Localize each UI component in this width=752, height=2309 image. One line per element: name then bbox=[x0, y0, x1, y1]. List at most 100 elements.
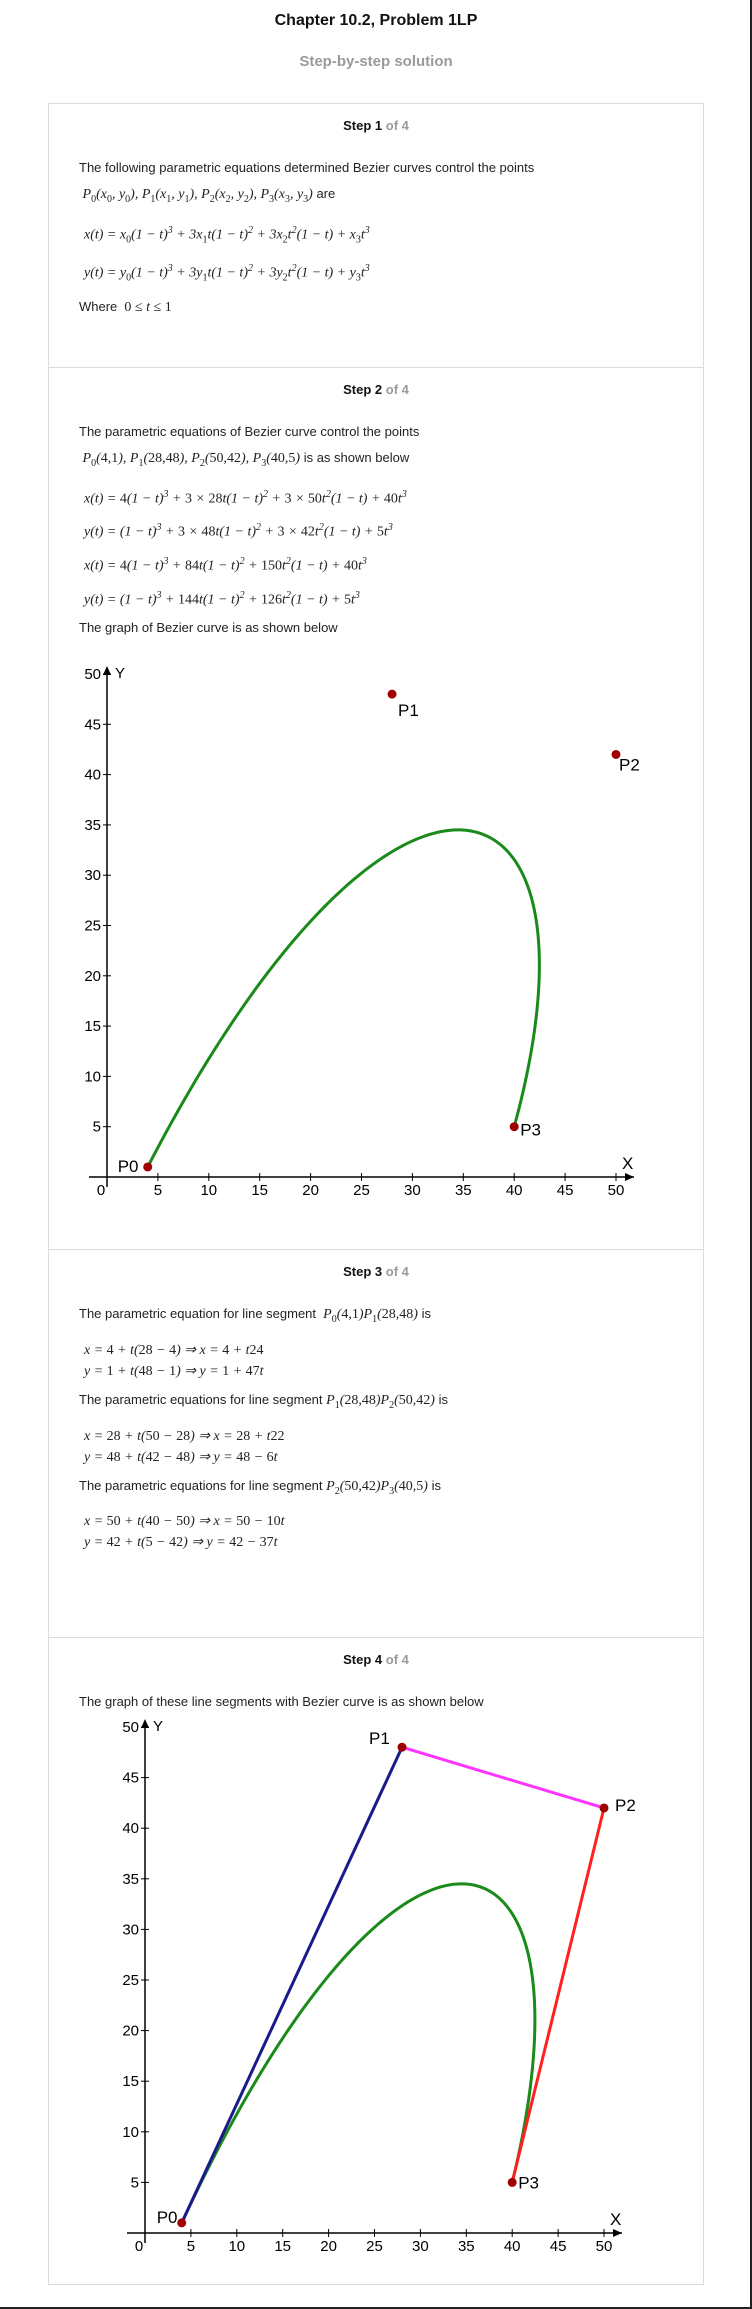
control-point bbox=[143, 1162, 153, 1172]
step-count: of 4 bbox=[385, 1264, 409, 1279]
bezier-curve bbox=[180, 1882, 537, 2224]
control-point bbox=[387, 689, 397, 699]
step-text: P0(4,1), P1(28,48), P2(50,42), P3(40,5) … bbox=[79, 449, 673, 473]
step-text-inline: is as shown below bbox=[303, 450, 410, 465]
step-text: The parametric equations for line segmen… bbox=[79, 1391, 673, 1415]
step-text: P0(x0, y0), P1(x1, y1), P2(x2, y2), P3(x… bbox=[79, 185, 673, 209]
solution-steps: Step 1 of 4 The following parametric equ… bbox=[48, 103, 704, 2285]
step-text-inline: The parametric equations for line segmen… bbox=[79, 1391, 323, 1407]
equation: x = 50 + t(40 − 50) ⇒ x = 50 − 10t bbox=[84, 1514, 285, 1530]
step-heading: Step 3 of 4 bbox=[49, 1250, 703, 1279]
step-text: The parametric equations of Bezier curve… bbox=[79, 424, 420, 439]
y-tick-label: 45 bbox=[122, 1770, 139, 1787]
equation: x = 28 + t(50 − 28) ⇒ x = 28 + t22 bbox=[84, 1428, 285, 1444]
step-count: of 4 bbox=[385, 1652, 409, 1667]
control-point-label: P2 bbox=[619, 755, 640, 774]
x-axis-arrow bbox=[613, 2229, 622, 2237]
x-tick-label: 0 bbox=[135, 2238, 143, 2255]
control-point-label: P2 bbox=[615, 1796, 636, 1815]
control-point-label: P0 bbox=[157, 2208, 178, 2227]
x-tick-label: 40 bbox=[504, 2238, 521, 2255]
y-tick-label: 40 bbox=[84, 767, 101, 784]
step-text: The parametric equation for line segment… bbox=[79, 1305, 673, 1329]
x-tick-label: 10 bbox=[200, 1182, 217, 1199]
step-text: Where 0 ≤ t ≤ 1 bbox=[79, 298, 673, 317]
bezier-curve bbox=[146, 828, 541, 1168]
step-text: The following parametric equations deter… bbox=[79, 160, 535, 175]
step-heading: Step 2 of 4 bbox=[49, 368, 703, 397]
step-text: The graph of these line segments with Be… bbox=[79, 1694, 484, 1709]
step-heading: Step 1 of 4 bbox=[49, 104, 703, 133]
x-tick-label: 45 bbox=[550, 2238, 567, 2255]
y-tick-label: 50 bbox=[84, 666, 101, 683]
bezier-segments-chart: 0 5 10 15 20 25 30 35 40 45 50 5 10 15 20 25 30 35 40 45 50 X… bbox=[122, 1718, 636, 2255]
x-tick-label: 30 bbox=[404, 1182, 421, 1199]
y-tick-label: 35 bbox=[122, 1871, 139, 1888]
step-count: of 4 bbox=[385, 382, 409, 397]
y-tick-label: 40 bbox=[122, 1820, 139, 1837]
equation: y = 1 + t(48 − 1) ⇒ y = 1 + 47t bbox=[84, 1363, 264, 1379]
step-text-inline: Where bbox=[79, 298, 118, 314]
x-tick-label: 20 bbox=[302, 1182, 319, 1199]
x-tick-label: 35 bbox=[458, 2238, 475, 2255]
step-text-inline: is bbox=[438, 1391, 448, 1407]
y-axis-label: Y bbox=[115, 665, 125, 682]
step-heading: Step 4 of 4 bbox=[49, 1638, 703, 1667]
bezier-chart: 0 5 10 15 20 25 30 35 40 45 50 5 10 15 20 25 30 35 40 45 50 X… bbox=[84, 665, 640, 1199]
x-tick-label: 45 bbox=[557, 1182, 574, 1199]
x-tick-label: 40 bbox=[506, 1182, 523, 1199]
control-point bbox=[177, 2218, 187, 2228]
y-axis-arrow bbox=[141, 1719, 149, 1728]
step-content: The parametric equations of Bezier curve… bbox=[49, 397, 703, 637]
control-point-label: P3 bbox=[520, 1121, 541, 1140]
x-tick-label: 15 bbox=[251, 1182, 268, 1199]
x-tick-label: 30 bbox=[412, 2238, 429, 2255]
x-tick-label: 50 bbox=[596, 2238, 613, 2255]
y-axis-label: Y bbox=[153, 1718, 163, 1735]
math-expression: P0(x0, y0), P1(x1, y1), P2(x2, y2), P3(x… bbox=[79, 187, 313, 205]
equation: x = 4 + t(28 − 4) ⇒ x = 4 + t24 bbox=[84, 1342, 264, 1358]
line-segment-p0-p1 bbox=[180, 1746, 404, 2224]
step-content: The parametric equation for line segment… bbox=[49, 1279, 703, 1552]
x-tick-label: 5 bbox=[187, 2238, 195, 2255]
step-text-inline: is bbox=[421, 1306, 431, 1321]
y-tick-label: 5 bbox=[131, 2174, 139, 2191]
math-expression: P0(4,1), P1(28,48), P2(50,42), P3(40,5) bbox=[79, 451, 301, 469]
step-3: Step 3 of 4 The parametric equation for … bbox=[49, 1250, 703, 1638]
page-subtitle: Step-by-step solution bbox=[299, 53, 453, 70]
step-text-inline: The parametric equations for line segmen… bbox=[79, 1477, 323, 1493]
equation: x(t) = 4(1 − t)3 + 3 × 28t(1 − t)2 + 3 ×… bbox=[84, 488, 407, 507]
step-label: Step 4 bbox=[343, 1652, 383, 1667]
equation: y(t) = (1 − t)3 + 144t(1 − t)2 + 126t2(1… bbox=[84, 589, 360, 608]
control-point-label: P1 bbox=[369, 1729, 390, 1748]
x-tick-label: 20 bbox=[320, 2238, 337, 2255]
x-axis-label: X bbox=[622, 1154, 633, 1173]
x-axis-label: X bbox=[610, 2210, 621, 2229]
x-tick-label: 0 bbox=[97, 1182, 105, 1199]
math-expression: P0(4,1)P1(28,48) bbox=[319, 1307, 418, 1325]
equation: y = 48 + t(42 − 48) ⇒ y = 48 − 6t bbox=[84, 1449, 278, 1465]
step-text-inline: is bbox=[431, 1477, 441, 1493]
x-tick-label: 5 bbox=[154, 1182, 162, 1199]
x-tick-label: 25 bbox=[353, 1182, 370, 1199]
x-tick-label: 50 bbox=[608, 1182, 625, 1199]
equation: y = 42 + t(5 − 42) ⇒ y = 42 − 37t bbox=[84, 1535, 278, 1551]
x-tick-label: 25 bbox=[366, 2238, 383, 2255]
control-point-label: P1 bbox=[398, 701, 419, 720]
x-tick-label: 35 bbox=[455, 1182, 472, 1199]
y-tick-label: 25 bbox=[122, 1972, 139, 1989]
y-tick-label: 15 bbox=[122, 2073, 139, 2090]
y-tick-label: 20 bbox=[122, 2023, 139, 2040]
step-count: of 4 bbox=[385, 118, 409, 133]
step-text-inline: The parametric equation for line segment bbox=[79, 1306, 317, 1321]
step-content: The graph of these line segments with Be… bbox=[49, 1667, 703, 1711]
equation: x(t) = x0(1 − t)3 + 3x1t(1 − t)2 + 3x2t2… bbox=[84, 224, 370, 246]
y-tick-label: 5 bbox=[93, 1119, 101, 1136]
step-label: Step 1 bbox=[343, 118, 383, 133]
y-tick-label: 25 bbox=[84, 918, 101, 935]
y-tick-label: 10 bbox=[84, 1068, 101, 1085]
control-point bbox=[599, 1803, 609, 1813]
equation: y(t) = y0(1 − t)3 + 3y1t(1 − t)2 + 3y2t2… bbox=[84, 263, 370, 284]
step-text: The graph of Bezier curve is as shown be… bbox=[79, 620, 338, 636]
line-segment-p2-p3 bbox=[510, 1807, 606, 2183]
